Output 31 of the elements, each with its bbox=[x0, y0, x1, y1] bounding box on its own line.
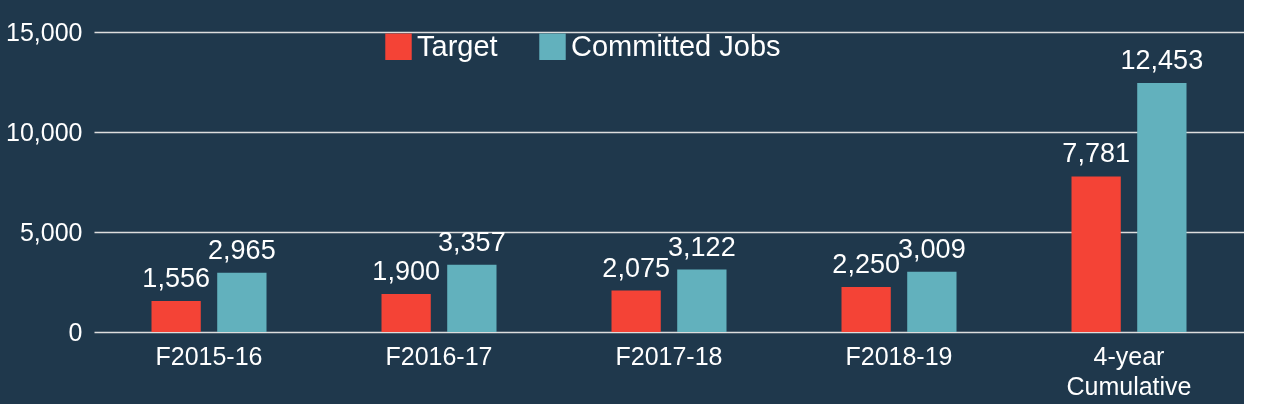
x-tick-label: F2015-16 bbox=[155, 341, 263, 370]
legend-label: Target bbox=[417, 29, 498, 62]
bar bbox=[611, 290, 661, 332]
bar bbox=[841, 287, 891, 332]
y-tick-label: 10,000 bbox=[6, 117, 83, 146]
y-tick-label: 15,000 bbox=[6, 17, 83, 46]
data-label: 1,556 bbox=[142, 262, 210, 293]
legend-label: Committed Jobs bbox=[571, 29, 781, 62]
x-tick-label: F2016-17 bbox=[385, 341, 493, 370]
bar bbox=[907, 271, 957, 332]
bar bbox=[381, 294, 431, 332]
data-label: 2,075 bbox=[602, 252, 670, 283]
bar bbox=[217, 272, 267, 332]
bar bbox=[1137, 82, 1187, 332]
x-tick-label: F2017-18 bbox=[615, 341, 723, 370]
data-label: 3,009 bbox=[898, 233, 966, 264]
bar bbox=[151, 300, 201, 332]
y-tick-label: 0 bbox=[68, 317, 83, 346]
data-label: 2,965 bbox=[208, 234, 276, 265]
bar bbox=[1071, 176, 1121, 332]
data-label: 2,250 bbox=[832, 249, 900, 279]
data-label: 7,781 bbox=[1062, 138, 1130, 169]
data-label: 3,122 bbox=[668, 231, 736, 262]
bar bbox=[447, 264, 497, 332]
data-label: 3,357 bbox=[438, 226, 506, 257]
y-tick-label: 5,000 bbox=[19, 217, 83, 246]
bar bbox=[677, 269, 727, 332]
data-label: 1,900 bbox=[372, 256, 440, 286]
x-tick-label: 4-year Cumulative bbox=[1066, 341, 1192, 400]
x-tick-label: F2018-19 bbox=[845, 341, 953, 370]
data-label: 12,453 bbox=[1120, 44, 1204, 75]
